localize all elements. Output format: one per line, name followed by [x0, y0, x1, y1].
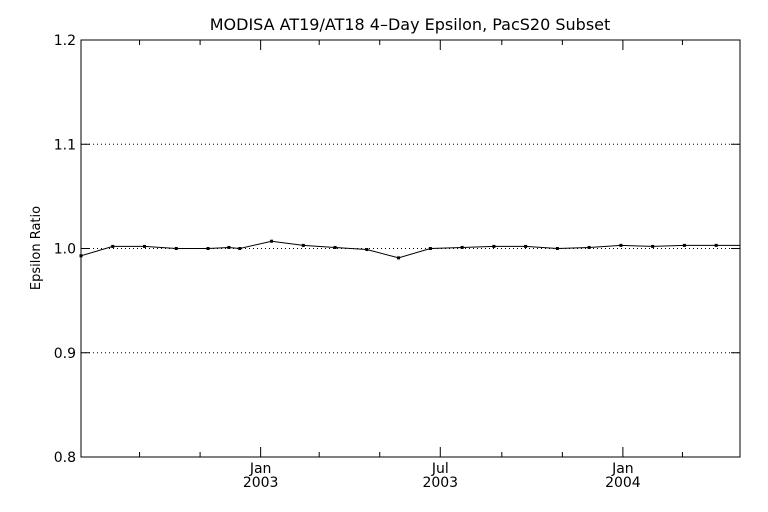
data-point	[227, 245, 231, 249]
data-point	[587, 245, 591, 249]
plot-frame	[80, 39, 741, 458]
data-point	[492, 244, 496, 248]
data-point	[397, 256, 401, 260]
data-point	[206, 247, 210, 250]
chart-title: MODISA AT19/AT18 4–Day Epsilon, PacS20 S…	[210, 15, 611, 34]
data-point	[270, 239, 274, 243]
y-tick-label: 0.9	[54, 346, 76, 362]
data-point	[111, 244, 115, 248]
data-point	[524, 244, 528, 248]
y-tick-label: 0.8	[54, 450, 76, 466]
y-axis-label: Epsilon Ratio	[29, 206, 44, 290]
data-point	[619, 243, 623, 247]
data-point	[174, 247, 178, 250]
x-tick-label-month: Jan	[611, 461, 634, 477]
x-tick-label-month: Jul	[431, 461, 449, 477]
data-point	[460, 245, 464, 249]
series-layer	[79, 239, 740, 260]
y-tick-label: 1.0	[54, 242, 76, 258]
x-tick-label-year: 2003	[243, 475, 279, 491]
series-line	[80, 240, 740, 259]
data-point	[714, 243, 718, 247]
x-tick-label-year: 2004	[605, 475, 641, 491]
data-point	[555, 247, 559, 250]
x-tick-label-month: Jan	[249, 461, 272, 477]
data-point	[143, 244, 147, 248]
y-tick-label: 1.2	[54, 33, 76, 49]
axis-ticks	[81, 39, 740, 458]
data-point	[333, 245, 337, 249]
data-point	[238, 247, 242, 250]
data-point	[301, 243, 305, 247]
data-point	[365, 248, 369, 252]
y-tick-label: 1.1	[54, 137, 76, 153]
data-point	[428, 247, 432, 250]
data-point	[682, 243, 686, 247]
x-tick-label-year: 2003	[422, 475, 458, 491]
data-point	[651, 244, 655, 248]
